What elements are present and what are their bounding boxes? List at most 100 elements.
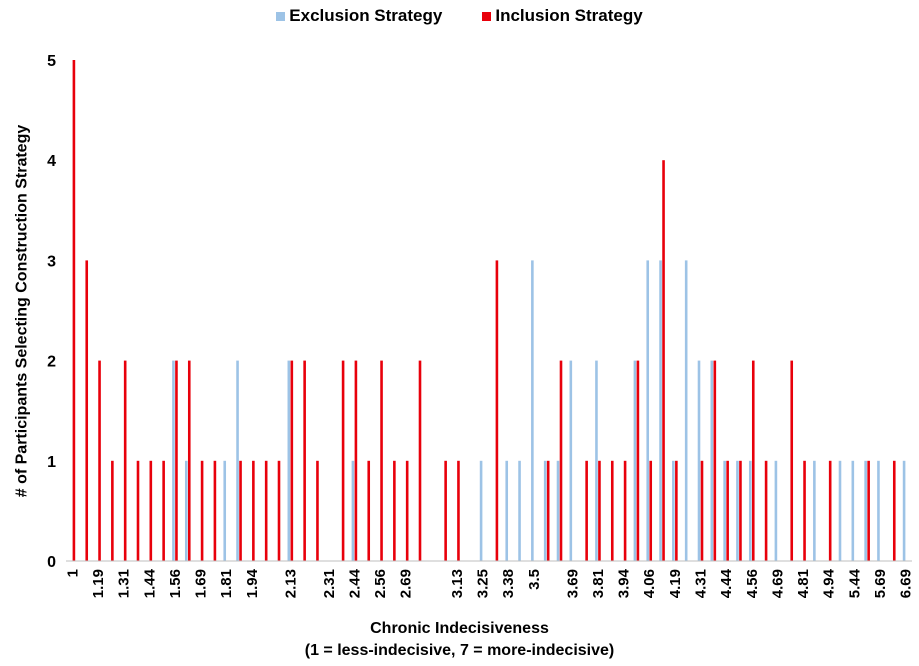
- legend-item-inclusion: Inclusion Strategy: [482, 6, 643, 26]
- x-tick-label-4.69: 4.69: [769, 569, 786, 598]
- bar-inclusion-3.88: [610, 460, 614, 561]
- bar-inclusion-3.63: [559, 360, 563, 561]
- bar-exclusion-6.69: [902, 460, 906, 561]
- x-tick-label-3.25: 3.25: [475, 569, 492, 598]
- legend-item-exclusion: Exclusion Strategy: [276, 6, 442, 26]
- bar-exclusion-3.81: [595, 360, 598, 561]
- bar-inclusion-4.5: [739, 460, 742, 561]
- x-tick-label-1.56: 1.56: [167, 569, 184, 598]
- bar-inclusion-3.13: [457, 460, 460, 561]
- bar-inclusion-4.63: [764, 460, 768, 561]
- bar-inclusion-4.75: [790, 360, 794, 561]
- bar-exclusion-5.69: [877, 460, 880, 561]
- bar-inclusion-1.56: [175, 360, 178, 561]
- bar-inclusion-4.06: [649, 460, 653, 561]
- bar-inclusion-2.06: [277, 460, 281, 561]
- bar-inclusion-1.75: [213, 460, 217, 561]
- bar-inclusion-4.19: [675, 460, 678, 561]
- bar-inclusion-2.63: [393, 460, 396, 561]
- x-tick-label-3.94: 3.94: [616, 568, 633, 598]
- bar-exclusion-1.81: [223, 460, 227, 561]
- bar-inclusion-1.19: [98, 360, 101, 561]
- bar-exclusion-1.63: [184, 460, 188, 561]
- x-tick-label-1.31: 1.31: [116, 569, 133, 598]
- y-tick-label-1: 1: [47, 454, 56, 471]
- bar-exclusion-4.38: [710, 360, 714, 561]
- x-tick-label-4.81: 4.81: [795, 569, 812, 598]
- legend-label-exclusion: Exclusion Strategy: [289, 6, 443, 25]
- x-tick-label-1.19: 1.19: [90, 569, 107, 598]
- bar-exclusion-3.56: [543, 460, 547, 561]
- legend-swatch-exclusion: [276, 11, 286, 21]
- x-tick-label-4.56: 4.56: [744, 569, 761, 598]
- x-tick-label-4.19: 4.19: [667, 569, 684, 598]
- bar-inclusion-3.75: [585, 460, 588, 561]
- bar-inclusion-4.94: [828, 460, 832, 561]
- x-tick-label-2.31: 2.31: [321, 569, 338, 598]
- bar-inclusion-1.25: [111, 460, 114, 561]
- x-tick-label-1.94: 1.94: [244, 568, 261, 598]
- x-tick-label-5.44: 5.44: [846, 568, 863, 598]
- bar-exclusion-4.69: [774, 460, 778, 561]
- x-tick-label-2.69: 2.69: [398, 569, 415, 598]
- bar-exclusion-4.56: [748, 460, 752, 561]
- bar-exclusion-5.56: [864, 460, 867, 561]
- x-tick-label-3.5: 3.5: [526, 569, 543, 590]
- bar-exclusion-4.44: [723, 460, 726, 561]
- bar-exclusion-3.38: [505, 460, 509, 561]
- bar-inclusion-4.81: [803, 460, 806, 561]
- x-axis-title-line1: Chronic Indecisiveness: [370, 620, 549, 637]
- bar-inclusion-1.13: [85, 260, 89, 561]
- x-tick-label-3.13: 3.13: [449, 569, 466, 598]
- legend: Exclusion Strategy Inclusion Strategy: [0, 6, 919, 26]
- bar-inclusion-3.94: [623, 460, 627, 561]
- x-axis-title-line2: (1 = less-indecisive, 7 = more-indecisiv…: [304, 642, 615, 659]
- bar-inclusion-3.81: [598, 460, 601, 561]
- bar-inclusion-5.81: [892, 460, 896, 561]
- bar-inclusion-4: [636, 360, 640, 561]
- bar-exclusion-1.88: [236, 360, 239, 561]
- x-tick-label-1.44: 1.44: [141, 568, 158, 598]
- bar-exclusion-4.25: [684, 260, 688, 561]
- x-tick-label-3.69: 3.69: [564, 569, 581, 598]
- bar-inclusion-1.63: [187, 360, 191, 561]
- x-tick-label-4.44: 4.44: [718, 568, 735, 598]
- bar-inclusion-1.44: [149, 460, 153, 561]
- x-tick-label-1.69: 1.69: [193, 569, 210, 598]
- bar-exclusion-5.44: [851, 460, 855, 561]
- x-tick-label-3.38: 3.38: [500, 569, 517, 598]
- y-tick-label-4: 4: [47, 153, 56, 170]
- bar-inclusion-2.19: [303, 360, 306, 561]
- bar-inclusion-5.56: [867, 460, 870, 561]
- bar-exclusion-1.56: [172, 360, 175, 561]
- bar-inclusion-3.06: [444, 460, 447, 561]
- bar-exclusion-3.25: [479, 460, 483, 561]
- bar-inclusion-3.31: [495, 260, 499, 561]
- bar-inclusion-1.88: [239, 460, 242, 561]
- x-tick-label-2.13: 2.13: [282, 569, 299, 598]
- bar-inclusion-2: [264, 460, 268, 561]
- bar-inclusion-2.69: [405, 460, 409, 561]
- legend-label-inclusion: Inclusion Strategy: [495, 6, 643, 25]
- bar-inclusion-4.38: [713, 360, 717, 561]
- bar-inclusion-1.31: [123, 360, 127, 561]
- y-tick-label-2: 2: [47, 354, 56, 371]
- bar-exclusion-3.63: [556, 460, 560, 561]
- bar-inclusion-1.5: [162, 460, 165, 561]
- bar-inclusion-1.69: [200, 460, 204, 561]
- x-tick-label-2.56: 2.56: [372, 569, 389, 598]
- bar-exclusion-4.13: [659, 260, 662, 561]
- bar-inclusion-4.56: [751, 360, 755, 561]
- bar-exclusion-4.88: [813, 460, 816, 561]
- bar-exclusion-3.5: [531, 260, 534, 561]
- bar-inclusion-1: [72, 60, 76, 561]
- y-axis-title: # of Participants Selecting Construction…: [12, 124, 30, 497]
- bar-exclusion-3.69: [569, 360, 573, 561]
- bar-inclusion-1.94: [252, 460, 255, 561]
- x-tick-label-6.69: 6.69: [898, 569, 915, 598]
- x-tick-label-5.69: 5.69: [872, 569, 889, 598]
- bar-exclusion-5: [838, 460, 842, 561]
- bar-inclusion-1.38: [136, 460, 140, 561]
- y-tick-label-3: 3: [47, 253, 56, 270]
